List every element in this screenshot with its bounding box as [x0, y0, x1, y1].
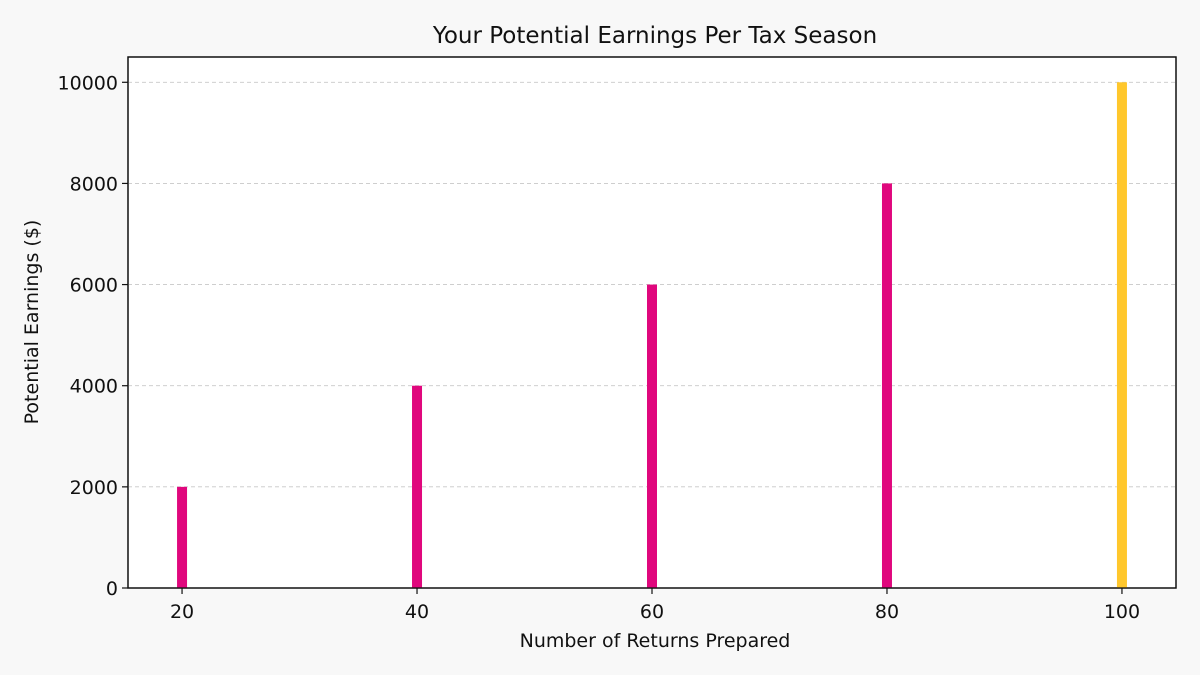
- y-axis-ticks: 0 2000 4000 6000 8000 10000: [58, 72, 128, 600]
- bar-40: [412, 385, 423, 588]
- y-tick-label: 2000: [70, 477, 118, 499]
- x-axis-label: Number of Returns Prepared: [520, 630, 791, 652]
- y-tick-label: 0: [106, 578, 118, 600]
- x-axis-ticks: 20 40 60 80 100: [170, 588, 1140, 623]
- x-tick-label: 40: [405, 601, 429, 623]
- bar-60: [647, 284, 657, 588]
- y-tick-label: 6000: [70, 275, 118, 297]
- bar-100: [1116, 82, 1127, 589]
- y-axis-label: Potential Earnings ($): [21, 220, 43, 425]
- x-tick-label: 20: [170, 601, 194, 623]
- bar-20: [177, 486, 188, 588]
- bars: [177, 82, 1127, 589]
- x-tick-label: 60: [640, 601, 664, 623]
- bar-80: [881, 183, 892, 588]
- x-tick-label: 100: [1104, 601, 1140, 623]
- y-tick-label: 4000: [70, 376, 118, 398]
- y-tick-label: 10000: [58, 72, 118, 94]
- x-tick-label: 80: [875, 601, 899, 623]
- chart-title: Your Potential Earnings Per Tax Season: [432, 23, 877, 49]
- y-tick-label: 8000: [70, 173, 118, 195]
